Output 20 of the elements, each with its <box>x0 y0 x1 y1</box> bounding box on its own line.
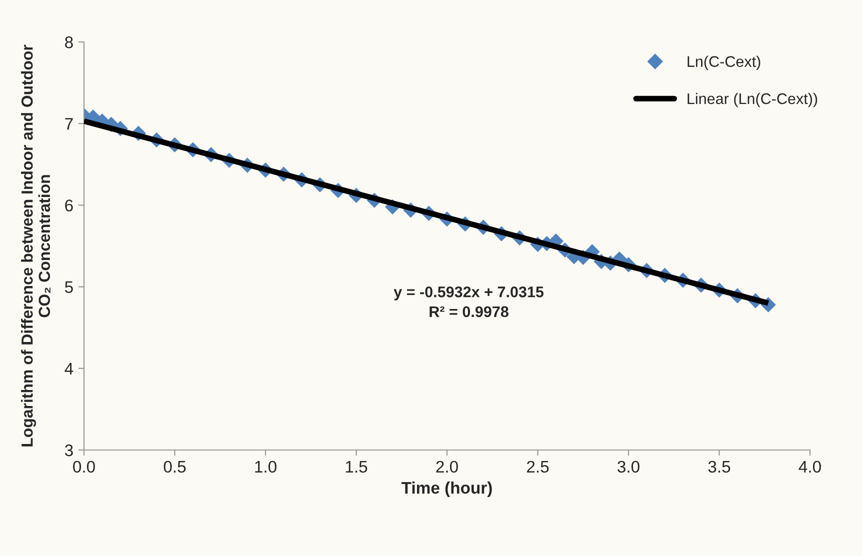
x-tick-label: 0.5 <box>164 460 186 473</box>
y-tick-label: 5 <box>64 281 73 294</box>
annotation: y = -0.5932x + 7.0315 R² = 0.9978 <box>394 286 544 318</box>
x-axis-title: Time (hour) <box>402 482 492 498</box>
y-tick-label: 8 <box>65 36 73 48</box>
y-tick-label: 6 <box>65 200 73 212</box>
x-tick-label: 3.0 <box>618 460 640 473</box>
x-tick-label: 2.0 <box>436 460 458 473</box>
legend-label: Linear (Ln(C-Cext)) <box>688 92 818 108</box>
y-axis-title: Logarithm of Difference between Indoor and Outdoor CO₂ Concentration <box>21 44 50 446</box>
x-tick-label: 3.5 <box>708 460 730 473</box>
x-tick-label: 4.0 <box>798 460 821 473</box>
x-tick-label: 1.5 <box>346 461 368 473</box>
y-tick-label: 7 <box>65 118 73 130</box>
y-tick-label: 4 <box>64 362 74 374</box>
legend-label: Ln(C-Cext) <box>688 56 760 70</box>
x-tick-label: 1.0 <box>255 460 276 473</box>
x-tick-label: 0.0 <box>73 460 95 473</box>
y-tick-label: 3 <box>64 444 73 456</box>
x-tick-label: 2.5 <box>527 460 549 473</box>
